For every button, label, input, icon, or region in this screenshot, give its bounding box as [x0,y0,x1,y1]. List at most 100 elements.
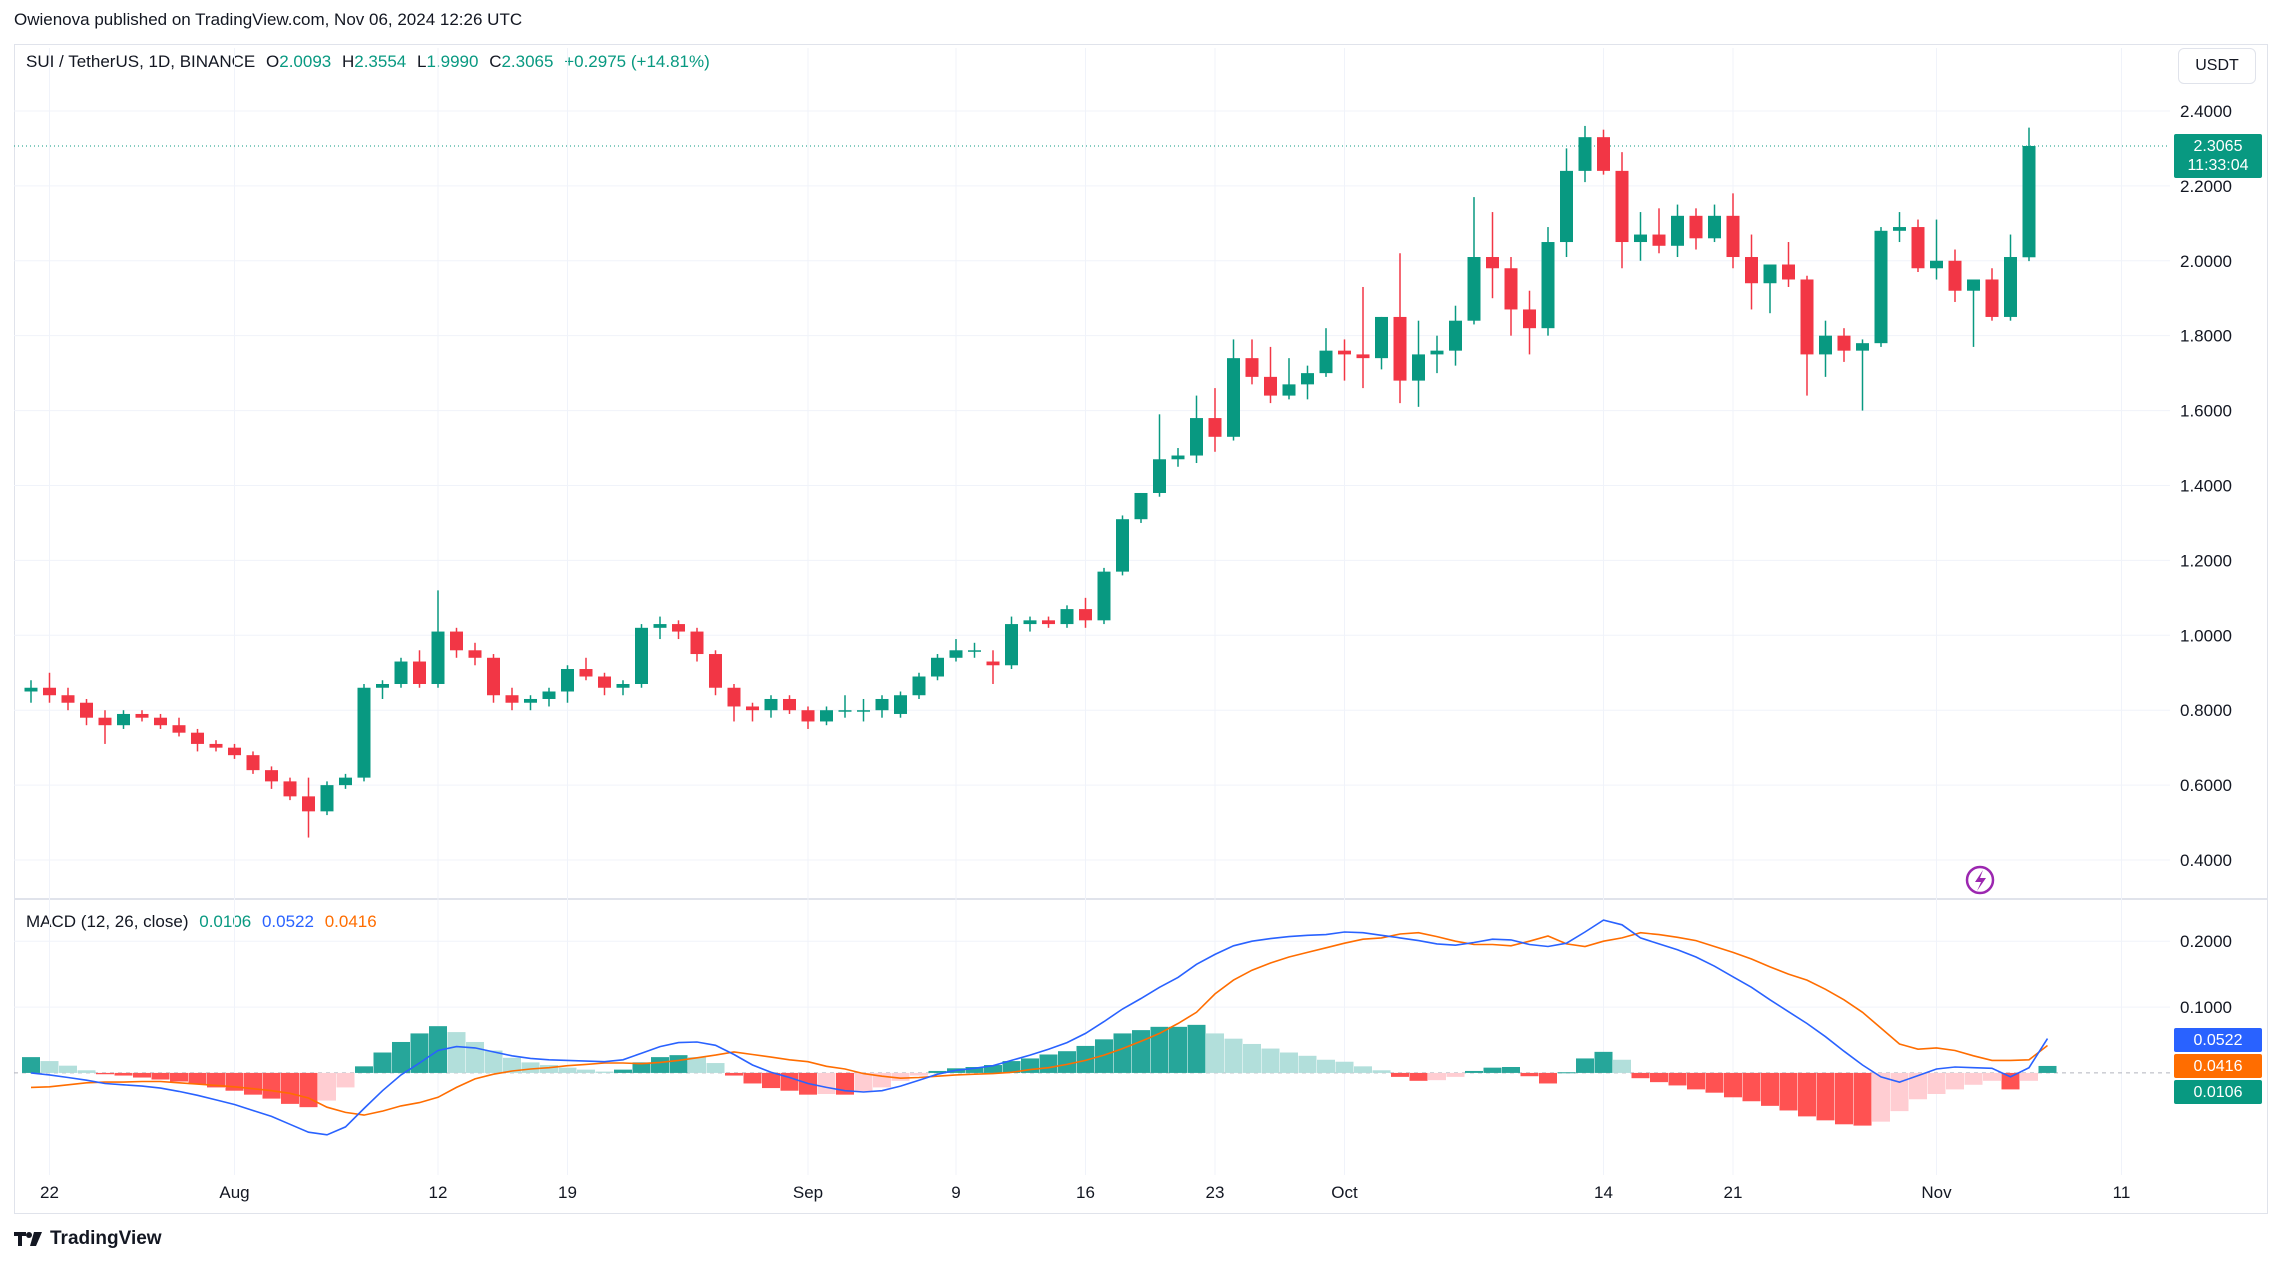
candle-body[interactable] [357,687,371,778]
candle-body[interactable] [1930,260,1943,269]
candle-body[interactable] [1615,170,1629,243]
candle-body[interactable] [283,781,297,797]
candle-body[interactable] [1800,279,1814,355]
candle-body[interactable] [1227,358,1240,437]
candle-body[interactable] [1134,492,1148,520]
candle-body[interactable] [1153,459,1166,493]
candle-body[interactable] [1060,609,1074,625]
candle-body[interactable] [1726,215,1740,258]
candle-body[interactable] [1504,268,1518,310]
candle-body[interactable] [1282,384,1296,396]
candle-body[interactable] [635,627,648,684]
candle-body[interactable] [468,650,482,658]
candle-body[interactable] [191,732,204,744]
candle-body[interactable] [339,777,352,786]
lightning-icon[interactable] [1965,865,1995,895]
candle-body[interactable] [931,657,944,677]
candle-body[interactable] [857,710,870,712]
candle-body[interactable] [764,698,778,711]
candle-body[interactable] [672,624,685,632]
candle-body[interactable] [1208,418,1222,437]
candle-body[interactable] [1634,234,1647,243]
candle-body[interactable] [746,706,759,711]
candle-body[interactable] [1116,519,1129,572]
candle-body[interactable] [1652,234,1666,246]
candle-body[interactable] [875,698,889,711]
candle-body[interactable] [912,676,926,696]
candle-body[interactable] [228,747,241,756]
candle-body[interactable] [98,717,112,726]
candle-body[interactable] [579,669,593,677]
candle-body[interactable] [320,785,334,812]
candle-body[interactable] [2004,257,2017,317]
candle-body[interactable] [542,691,556,699]
candle-body[interactable] [2022,145,2036,258]
candle-body[interactable] [1874,230,1888,344]
candle-body[interactable] [1763,264,1777,284]
candle-body[interactable] [1005,624,1018,666]
candle-body[interactable] [783,698,796,711]
candle-body[interactable] [1079,609,1092,621]
candle-body[interactable] [986,661,1000,666]
candle-body[interactable] [1319,350,1333,374]
candle-body[interactable] [598,676,611,688]
candle-body[interactable] [727,687,741,707]
macd-title[interactable]: MACD (12, 26, close) [26,912,189,931]
candle-body[interactable] [616,684,630,688]
candle-body[interactable] [117,713,130,726]
candle-body[interactable] [1430,350,1444,355]
tradingview-logo[interactable]: TradingView [14,1228,162,1250]
candle-body[interactable] [1967,279,1980,291]
candle-body[interactable] [1171,455,1185,460]
candle-body[interactable] [1467,257,1481,321]
symbol-name[interactable]: SUI / TetherUS, 1D, BINANCE [26,52,256,71]
candle-body[interactable] [820,710,833,722]
candle-body[interactable] [1597,137,1610,171]
candle-body[interactable] [1782,264,1795,280]
candle-body[interactable] [709,654,722,688]
currency-button[interactable]: USDT [2178,48,2256,84]
candle-body[interactable] [1486,257,1499,269]
candle-body[interactable] [1837,335,1851,351]
candle-body[interactable] [1393,316,1407,381]
candle-body[interactable] [949,650,963,658]
candle-body[interactable] [838,710,852,712]
candle-body[interactable] [894,695,907,714]
candle-body[interactable] [24,687,38,692]
candle-body[interactable] [61,695,75,703]
candle-body[interactable] [1338,350,1351,355]
candle-body[interactable] [80,702,93,718]
candle-body[interactable] [1985,279,1999,317]
candle-body[interactable] [1689,215,1703,239]
candle-body[interactable] [653,624,667,628]
candle-body[interactable] [1190,418,1203,456]
candle-body[interactable] [1264,376,1277,396]
candle-body[interactable] [1412,354,1425,381]
candle-body[interactable] [302,796,315,812]
candle-body[interactable] [690,631,704,655]
candle-body[interactable] [1578,137,1592,171]
candle-body[interactable] [1245,358,1259,377]
candle-body[interactable] [1449,320,1462,351]
candle-body[interactable] [394,661,408,684]
candle-body[interactable] [968,650,981,652]
candle-body[interactable] [431,631,445,684]
candle-body[interactable] [505,695,519,703]
candle-body[interactable] [450,631,463,651]
candle-body[interactable] [1948,260,1962,291]
candle-body[interactable] [246,755,260,771]
candle-body[interactable] [561,669,574,692]
candle-body[interactable] [43,687,56,696]
candle-body[interactable] [1671,215,1684,246]
candle-body[interactable] [376,684,389,688]
candle-body[interactable] [524,698,537,703]
candle-body[interactable] [172,725,186,733]
candle-body[interactable] [1893,227,1906,231]
candle-body[interactable] [154,717,167,726]
candle-body[interactable] [1745,257,1758,284]
candle-body[interactable] [1356,354,1370,359]
candle-body[interactable] [1301,373,1314,385]
candle-body[interactable] [1375,316,1388,359]
candle-body[interactable] [1856,343,1869,351]
